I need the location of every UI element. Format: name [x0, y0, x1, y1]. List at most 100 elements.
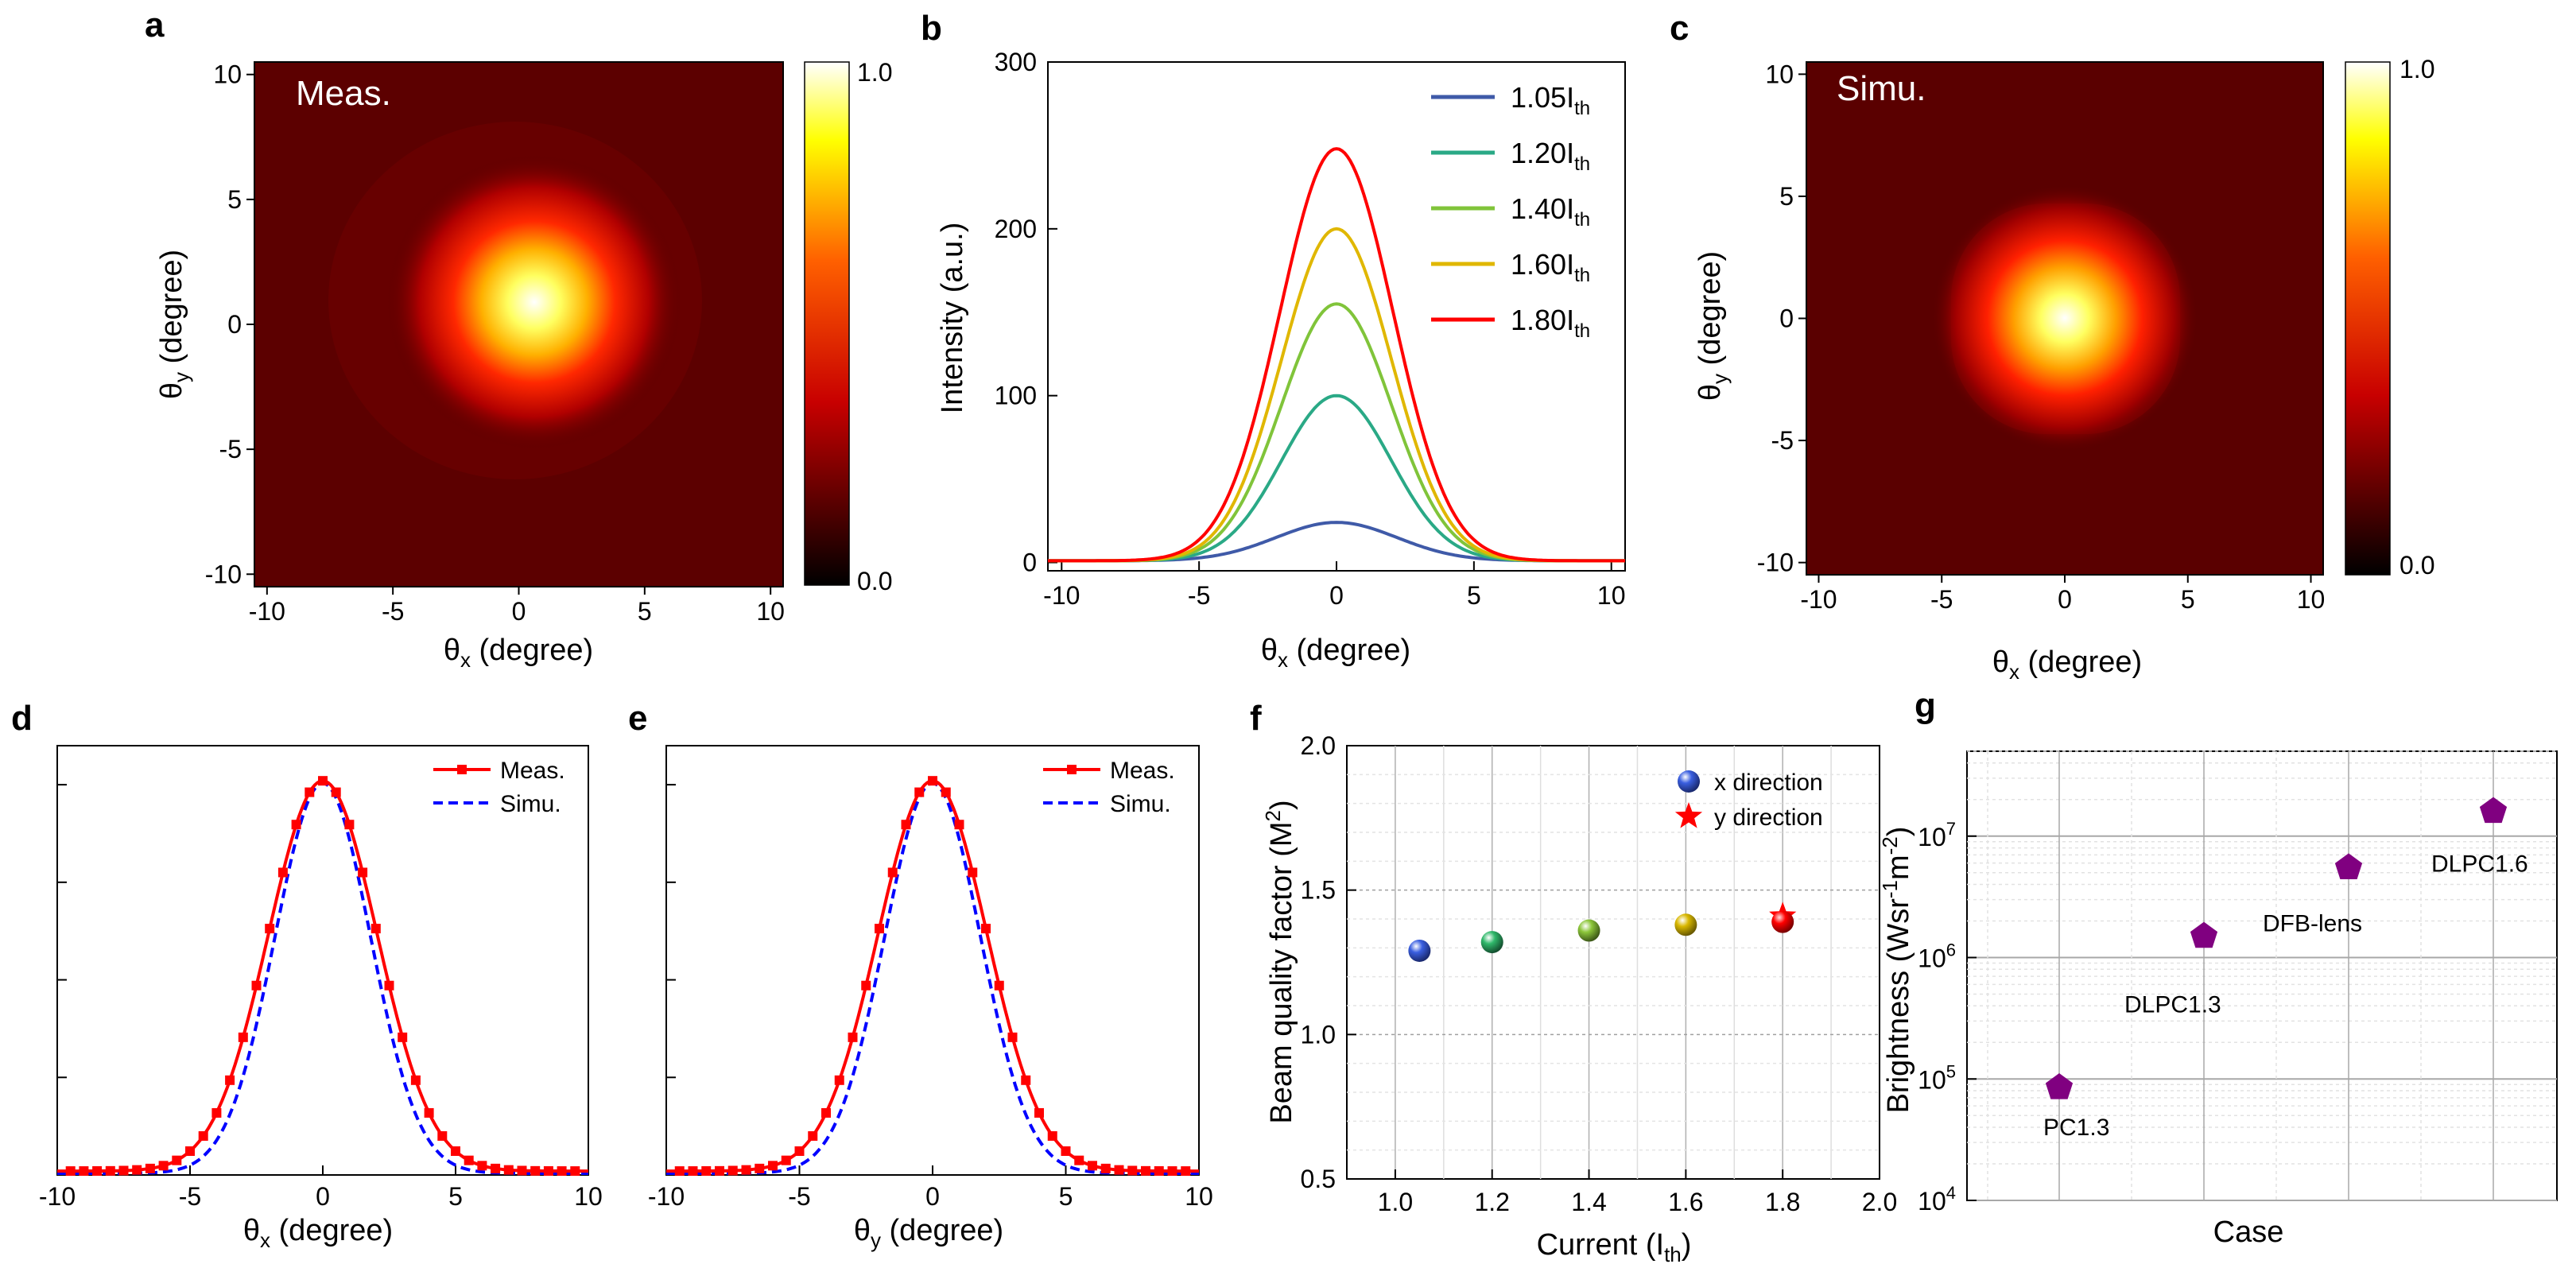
x-tick-label: 1.2: [1474, 1188, 1509, 1216]
y-tick-label: 107: [1918, 819, 1956, 851]
axis-ticks-e: -10 -5 0 5 10: [648, 784, 1213, 1211]
y-tick-label: 0: [227, 310, 242, 339]
y-tick-label: 0: [1779, 304, 1794, 333]
legend-label-simu: Simu.: [1110, 791, 1171, 817]
y-tick-label: 104: [1918, 1183, 1956, 1216]
series-lines-b: [1048, 147, 1625, 563]
x-axis-label-c: θx (degree): [1992, 646, 2142, 684]
series-lines-e: [666, 776, 1199, 1177]
x-tick-label: 1.8: [1765, 1188, 1800, 1216]
panel-letter-a: a: [145, 6, 165, 45]
plot-frame-f: [1346, 745, 1880, 1180]
y-tick-exponent: 4: [1946, 1183, 1956, 1203]
y-axis-label-f: Beam quality factor (M2): [1261, 800, 1298, 1123]
legend-label-main: 1.05I: [1511, 81, 1574, 114]
y-tick-base: 10: [1918, 944, 1946, 973]
y-axis-label-c: θy (degree): [1693, 251, 1732, 401]
meas-marker: [768, 1161, 778, 1171]
legend-label-simu: Simu.: [500, 791, 561, 817]
meas-marker: [808, 1130, 818, 1141]
x-tick-label: 0: [2058, 585, 2072, 614]
x-tick-label: 10: [756, 597, 785, 626]
meas-marker: [265, 924, 275, 934]
y-tick-label: -10: [205, 560, 242, 588]
x-tick-label: 0: [316, 1182, 330, 1211]
axis-ticks-f: 1.0 1.2 1.4 1.6 1.8 2.0 0.5 1.0 1.5 2.0: [1301, 731, 1898, 1216]
x-direction-point: [1408, 939, 1431, 962]
meas-marker: [79, 1166, 89, 1177]
legend-f: x direction y direction: [1674, 770, 1823, 831]
legend-label-sub: th: [1574, 320, 1590, 342]
meas-marker: [331, 787, 341, 797]
meas-marker: [1047, 1130, 1057, 1141]
meas-marker: [344, 820, 355, 830]
x-tick-label: 5: [638, 597, 652, 626]
legend-label-4: 1.60Ith: [1511, 248, 1590, 286]
x-tick-label: -10: [39, 1182, 76, 1211]
x-tick-label: -5: [179, 1182, 201, 1211]
x-tick-label: -5: [1930, 585, 1953, 614]
y-tick-exponent: 5: [1946, 1061, 1956, 1081]
meas-marker: [887, 867, 898, 878]
series-lines-d: [57, 776, 588, 1177]
x-tick-label: 1.0: [1378, 1188, 1413, 1216]
brightness-point: [2479, 797, 2508, 824]
brightness-point: [2190, 921, 2218, 948]
x-tick-label: 5: [2181, 585, 2195, 614]
points-g: PC1.3 DLPC1.3 DFB-lens DLPC1.6: [2043, 797, 2528, 1141]
x-axis-label-f: Current (Ith): [1537, 1228, 1692, 1264]
panel-a: a Meas. -10 -5 0 5 10 -10 -5 0 5 10 θx (degree) θ…: [145, 6, 892, 672]
inset-label-c: Simu.: [1837, 69, 1926, 108]
colorbar-a: [804, 61, 850, 586]
category-label: DLPC1.6: [2431, 851, 2528, 878]
meas-marker: [145, 1163, 155, 1173]
legend-marker-meas: [457, 765, 467, 774]
meas-marker: [1021, 1075, 1031, 1085]
meas-marker: [92, 1166, 103, 1177]
meas-marker: [834, 1075, 844, 1085]
brightness-point: [2334, 853, 2363, 879]
colorbar-c: [2345, 61, 2391, 576]
meas-marker: [158, 1161, 169, 1171]
x-tick-label: 2.0: [1862, 1188, 1897, 1216]
plot-frame-e: [665, 745, 1200, 1176]
x-direction-point: [1674, 913, 1697, 936]
category-label: PC1.3: [2043, 1115, 2109, 1141]
y-tick-label: 300: [995, 48, 1037, 76]
meas-marker: [968, 867, 978, 878]
meas-marker: [451, 1146, 460, 1157]
x-direction-point: [1771, 910, 1794, 933]
meas-marker: [251, 980, 262, 991]
heatmap-c-spot: [1931, 184, 2198, 452]
meas-marker: [305, 787, 315, 797]
meas-marker: [570, 1166, 580, 1177]
meas-marker: [794, 1146, 805, 1157]
series-line-5: [1048, 147, 1625, 563]
meas-marker: [185, 1146, 195, 1157]
plot-frame-d: [56, 745, 589, 1176]
meas-marker: [875, 924, 884, 934]
y-tick-label: 100: [995, 382, 1037, 410]
y-axis-label-a: θy (degree): [155, 250, 193, 399]
x-tick-label: -10: [249, 597, 285, 626]
y-tick-base: 10: [1918, 823, 1946, 851]
legend-e: Meas. Simu.: [1043, 758, 1175, 817]
panel-letter-d: d: [11, 699, 33, 738]
x-tick-label: 5: [1467, 581, 1481, 610]
x-axis-label-b: θx (degree): [1261, 634, 1410, 672]
meas-marker: [1114, 1165, 1124, 1175]
x-tick-label: 0: [1329, 581, 1344, 610]
panel-letter-f: f: [1250, 699, 1262, 738]
legend-marker-x: [1678, 770, 1700, 793]
category-label: DFB-lens: [2263, 910, 2362, 936]
meas-marker: [398, 1032, 408, 1042]
legend-label-sub: th: [1574, 209, 1590, 231]
meas-marker: [318, 776, 328, 786]
meas-marker: [530, 1165, 541, 1176]
meas-marker: [914, 787, 925, 797]
meas-marker: [65, 1166, 76, 1177]
colorbar-a-max: 1.0: [857, 58, 892, 87]
x-tick-label: 10: [2297, 585, 2326, 614]
y-axis-label-b: Intensity (a.u.): [936, 223, 969, 414]
